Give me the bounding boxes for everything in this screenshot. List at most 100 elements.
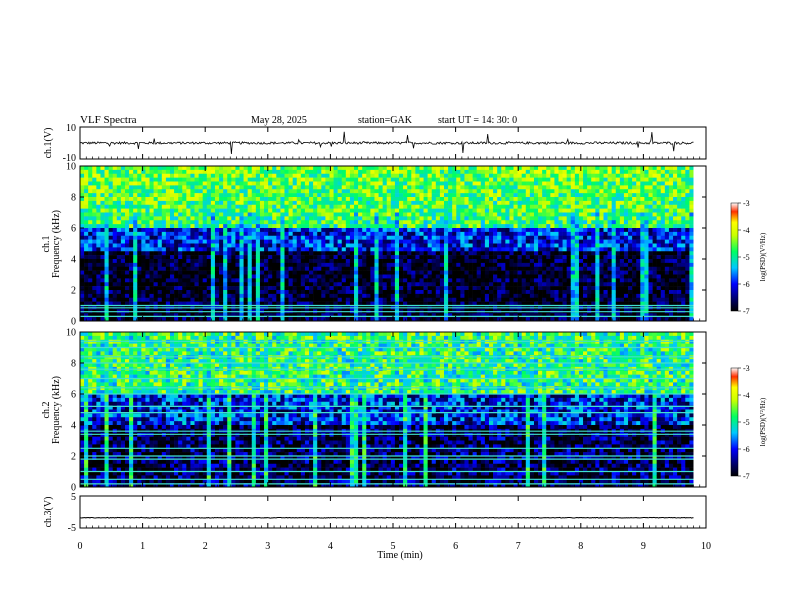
spectrogram-cell xyxy=(92,313,97,318)
spectrogram-cell xyxy=(198,185,203,190)
spectrogram-cell xyxy=(92,204,97,209)
spectrogram-cell xyxy=(243,278,248,283)
spectrogram-cell xyxy=(145,251,150,256)
spectrogram-cell xyxy=(182,216,187,221)
spectrogram-cell xyxy=(92,262,97,268)
spectrogram-cell xyxy=(292,166,298,171)
spectrogram-cell xyxy=(296,259,302,264)
spectrogram-cell xyxy=(538,262,543,268)
spectrogram-cell xyxy=(329,173,334,178)
spectrogram-cell xyxy=(141,286,146,291)
spectrogram-cell xyxy=(280,313,285,318)
spectrogram-cell xyxy=(300,216,306,221)
spectrogram-cell xyxy=(386,177,392,182)
spectrogram-cell xyxy=(341,181,347,186)
spectrogram-cell xyxy=(108,247,114,252)
spectrogram-cell xyxy=(251,274,257,279)
spectrogram-cell xyxy=(521,290,527,295)
spectrogram-cell xyxy=(329,239,334,244)
spectrogram-cell xyxy=(219,220,224,225)
spectrogram-cell xyxy=(96,173,101,178)
spectrogram-cell xyxy=(488,220,494,225)
spectrogram-cell xyxy=(178,247,183,252)
spectrogram-cell xyxy=(501,189,506,194)
spectrogram-cell xyxy=(231,290,236,295)
spectrogram-cell xyxy=(362,239,367,244)
spectrogram-cell xyxy=(288,297,293,302)
spectrogram-cell xyxy=(124,239,130,244)
spectrogram-cell xyxy=(161,224,167,229)
spectrogram-cell xyxy=(574,189,580,194)
spectrogram-cell xyxy=(444,169,449,175)
spectrogram-cell xyxy=(251,185,257,190)
spectrogram-cell xyxy=(468,193,473,198)
spectrogram-cell xyxy=(423,262,428,268)
spectrogram-cell xyxy=(423,181,428,186)
spectrogram-cell xyxy=(411,259,416,264)
spectrogram-cell xyxy=(161,297,167,302)
spectrogram-cell xyxy=(100,262,105,268)
spectrogram-cell xyxy=(264,243,269,248)
spectrogram-cell xyxy=(501,266,506,271)
spectrogram-cell xyxy=(558,255,563,260)
spectrogram-cell xyxy=(325,220,330,225)
spectrogram-cell xyxy=(444,239,449,244)
spectrogram-cell xyxy=(435,181,441,186)
spectrogram-cell xyxy=(112,193,118,198)
spectrogram-cell xyxy=(370,173,375,178)
spectrogram-cell xyxy=(484,181,490,186)
spectrogram-cell xyxy=(182,270,187,275)
spectrogram-cell xyxy=(251,270,257,275)
spectrogram-cell xyxy=(247,197,253,202)
spectrogram-cell xyxy=(570,166,576,171)
spectrogram-cell xyxy=(570,317,576,322)
spectrogram-cell xyxy=(288,270,293,275)
spectrogram-cell xyxy=(374,235,379,240)
spectrogram-cell xyxy=(378,251,383,256)
spectrogram-cell xyxy=(190,259,195,264)
spectrogram-cell xyxy=(358,208,363,213)
spectrogram-cell xyxy=(92,228,97,233)
spectrogram-cell xyxy=(538,181,543,186)
spectrogram-cell xyxy=(484,235,490,240)
spectrogram-cell xyxy=(472,293,478,299)
spectrogram-cell xyxy=(521,169,527,175)
spectrogram-cell xyxy=(333,239,338,244)
spectrogram-cell xyxy=(464,169,469,175)
spectrogram-cell xyxy=(280,255,285,260)
spectrogram-cell xyxy=(390,255,396,260)
spectrogram-cell xyxy=(550,278,555,283)
spectrogram-cell xyxy=(214,231,220,237)
spectrogram-cell xyxy=(292,173,298,178)
spectrogram-cell xyxy=(219,278,224,283)
spectrogram-cell xyxy=(186,220,191,225)
spectrogram-cell xyxy=(542,317,547,322)
spectrogram-cell xyxy=(578,239,584,244)
spectrogram-cell xyxy=(431,177,437,182)
spectrogram-cell xyxy=(88,177,93,182)
spectrogram-cell xyxy=(439,189,445,194)
spectrogram-cell xyxy=(337,228,343,233)
spectrogram-cell xyxy=(501,204,506,209)
spectrogram-cell xyxy=(419,297,424,302)
spectrogram-cell xyxy=(104,177,109,182)
spectrogram-cell xyxy=(206,286,212,291)
spectrogram-cell xyxy=(562,212,567,217)
spectrogram-cell xyxy=(390,173,396,178)
spectrogram-cell xyxy=(419,282,424,287)
spectrogram-cell xyxy=(431,266,437,271)
spectrogram-cell xyxy=(480,293,486,299)
spectrogram-cell xyxy=(566,235,572,240)
spectrogram-cell xyxy=(431,262,437,268)
spectrogram-cell xyxy=(108,204,114,209)
spectrogram-cell xyxy=(480,197,486,202)
spectrogram-cell xyxy=(219,228,224,233)
spectrogram-cell xyxy=(484,169,490,175)
spectrogram-cell xyxy=(550,259,555,264)
spectrogram-cell xyxy=(484,293,490,299)
spectrogram-cell xyxy=(206,247,212,252)
spectrogram-cell xyxy=(476,208,482,213)
spectrogram-cell xyxy=(456,247,461,252)
spectrogram-cell xyxy=(157,301,163,306)
spectrogram-cell xyxy=(92,173,97,178)
